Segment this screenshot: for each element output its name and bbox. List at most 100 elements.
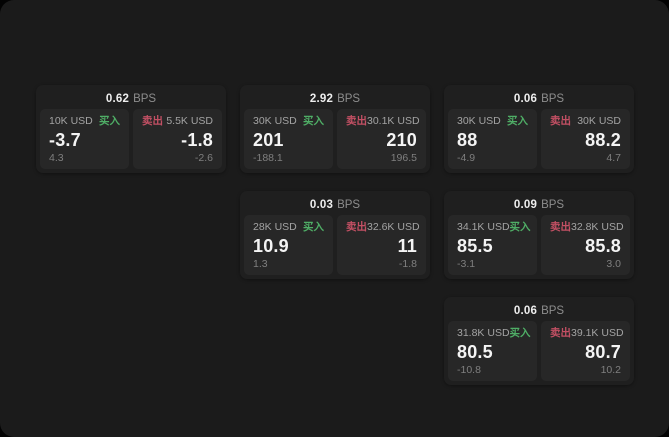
sell-panel[interactable]: 卖出 30.1K USD 210 196.5	[337, 109, 426, 169]
buy-price: 85.5	[457, 235, 493, 256]
bps-unit-label: BPS	[541, 199, 565, 211]
sell-panel-top: 卖出 32.6K USD	[346, 221, 420, 233]
buy-label[interactable]: 买入	[509, 327, 531, 339]
quote-panels: 31.8K USD 买入 80.5 -10.8 卖出 39.1K USD 80.…	[448, 321, 630, 381]
bps-value: 2.92	[309, 93, 334, 105]
buy-amount: 34.1K USD	[457, 221, 510, 233]
sell-label[interactable]: 卖出	[346, 221, 367, 233]
bps-value: 0.62	[105, 93, 130, 105]
buy-panel-top: 34.1K USD 买入	[457, 221, 531, 233]
buy-price: -3.7	[49, 129, 81, 150]
spread-card[interactable]: 0.03 BPS 28K USD 买入 10.9 1.3 卖出 32.6K US…	[240, 191, 430, 279]
buy-sub-value: -188.1	[253, 152, 283, 164]
spread-header: 0.62 BPS	[40, 89, 222, 109]
bps-value: 0.06	[513, 305, 538, 317]
quote-panels: 34.1K USD 买入 85.5 -3.1 卖出 32.8K USD 85.8…	[448, 215, 630, 275]
sell-sub-value: 196.5	[390, 152, 417, 164]
sell-sub-value: -2.6	[194, 152, 213, 164]
sell-amount: 30.1K USD	[367, 115, 420, 127]
sell-price: 11	[397, 235, 417, 256]
buy-amount: 31.8K USD	[457, 327, 510, 339]
sell-amount: 39.1K USD	[571, 327, 624, 339]
bps-unit-label: BPS	[337, 199, 361, 211]
quote-panels: 30K USD 买入 201 -188.1 卖出 30.1K USD 210 1…	[244, 109, 426, 169]
buy-panel[interactable]: 31.8K USD 买入 80.5 -10.8	[448, 321, 537, 381]
sell-label[interactable]: 卖出	[550, 221, 571, 233]
buy-panel[interactable]: 34.1K USD 买入 85.5 -3.1	[448, 215, 537, 275]
spread-card[interactable]: 0.06 BPS 31.8K USD 买入 80.5 -10.8 卖出 39.1…	[444, 297, 634, 385]
bps-value: 0.03	[309, 199, 334, 211]
sell-panel[interactable]: 卖出 5.5K USD -1.8 -2.6	[133, 109, 222, 169]
sell-price: 80.7	[585, 341, 621, 362]
quote-panels: 28K USD 买入 10.9 1.3 卖出 32.6K USD 11 -1.8	[244, 215, 426, 275]
sell-amount: 30K USD	[577, 115, 621, 127]
buy-panel[interactable]: 10K USD 买入 -3.7 4.3	[40, 109, 129, 169]
buy-amount: 28K USD	[253, 221, 297, 233]
buy-panel-top: 31.8K USD 买入	[457, 327, 531, 339]
buy-label[interactable]: 买入	[99, 115, 120, 127]
buy-panel[interactable]: 30K USD 买入 201 -188.1	[244, 109, 333, 169]
buy-amount: 30K USD	[253, 115, 297, 127]
spread-card[interactable]: 0.06 BPS 30K USD 买入 88 -4.9 卖出 30K USD 8…	[444, 85, 634, 173]
spread-card[interactable]: 0.09 BPS 34.1K USD 买入 85.5 -3.1 卖出 32.8K…	[444, 191, 634, 279]
sell-price: 210	[386, 129, 417, 150]
buy-price: 88	[457, 129, 478, 150]
bps-unit-label: BPS	[541, 305, 565, 317]
sell-price: 85.8	[585, 235, 621, 256]
spread-header: 0.06 BPS	[448, 89, 630, 109]
sell-price: -1.8	[181, 129, 213, 150]
sell-panel-top: 卖出 30K USD	[550, 115, 621, 127]
spread-card[interactable]: 0.62 BPS 10K USD 买入 -3.7 4.3 卖出 5.5K USD…	[36, 85, 226, 173]
buy-panel[interactable]: 30K USD 买入 88 -4.9	[448, 109, 537, 169]
spread-header: 0.09 BPS	[448, 195, 630, 215]
sell-amount: 32.6K USD	[367, 221, 420, 233]
quote-panels: 10K USD 买入 -3.7 4.3 卖出 5.5K USD -1.8 -2.…	[40, 109, 222, 169]
spread-card-grid: 0.62 BPS 10K USD 买入 -3.7 4.3 卖出 5.5K USD…	[36, 85, 634, 385]
bps-value: 0.09	[513, 199, 538, 211]
buy-sub-value: 1.3	[253, 258, 268, 270]
buy-sub-value: -4.9	[457, 152, 476, 164]
buy-panel[interactable]: 28K USD 买入 10.9 1.3	[244, 215, 333, 275]
buy-label[interactable]: 买入	[303, 221, 324, 233]
buy-label[interactable]: 买入	[509, 221, 531, 233]
buy-price: 201	[253, 129, 284, 150]
spread-card[interactable]: 2.92 BPS 30K USD 买入 201 -188.1 卖出 30.1K …	[240, 85, 430, 173]
buy-amount: 30K USD	[457, 115, 501, 127]
buy-sub-value: 4.3	[49, 152, 64, 164]
sell-panel[interactable]: 卖出 39.1K USD 80.7 10.2	[541, 321, 630, 381]
sell-sub-value: 10.2	[600, 364, 621, 376]
spread-header: 2.92 BPS	[244, 89, 426, 109]
sell-panel[interactable]: 卖出 32.8K USD 85.8 3.0	[541, 215, 630, 275]
sell-panel[interactable]: 卖出 30K USD 88.2 4.7	[541, 109, 630, 169]
buy-panel-top: 28K USD 买入	[253, 221, 324, 233]
buy-label[interactable]: 买入	[507, 115, 528, 127]
sell-label[interactable]: 卖出	[550, 115, 571, 127]
buy-amount: 10K USD	[49, 115, 93, 127]
buy-panel-top: 10K USD 买入	[49, 115, 120, 127]
sell-label[interactable]: 卖出	[346, 115, 367, 127]
sell-amount: 32.8K USD	[571, 221, 624, 233]
buy-sub-value: -3.1	[457, 258, 476, 270]
sell-sub-value: 4.7	[606, 152, 621, 164]
buy-label[interactable]: 买入	[303, 115, 324, 127]
spread-header: 0.06 BPS	[448, 301, 630, 321]
sell-amount: 5.5K USD	[166, 115, 213, 127]
sell-sub-value: -1.8	[398, 258, 417, 270]
sell-label[interactable]: 卖出	[142, 115, 163, 127]
buy-panel-top: 30K USD 买入	[253, 115, 324, 127]
buy-price: 10.9	[253, 235, 289, 256]
buy-sub-value: -10.8	[457, 364, 481, 376]
bps-unit-label: BPS	[133, 93, 157, 105]
bps-value: 0.06	[513, 93, 538, 105]
buy-price: 80.5	[457, 341, 493, 362]
sell-panel-top: 卖出 32.8K USD	[550, 221, 624, 233]
sell-panel[interactable]: 卖出 32.6K USD 11 -1.8	[337, 215, 426, 275]
sell-panel-top: 卖出 30.1K USD	[346, 115, 420, 127]
bps-unit-label: BPS	[337, 93, 361, 105]
quote-panels: 30K USD 买入 88 -4.9 卖出 30K USD 88.2 4.7	[448, 109, 630, 169]
buy-panel-top: 30K USD 买入	[457, 115, 528, 127]
sell-label[interactable]: 卖出	[550, 327, 571, 339]
sell-panel-top: 卖出 39.1K USD	[550, 327, 624, 339]
sell-sub-value: 3.0	[606, 258, 621, 270]
